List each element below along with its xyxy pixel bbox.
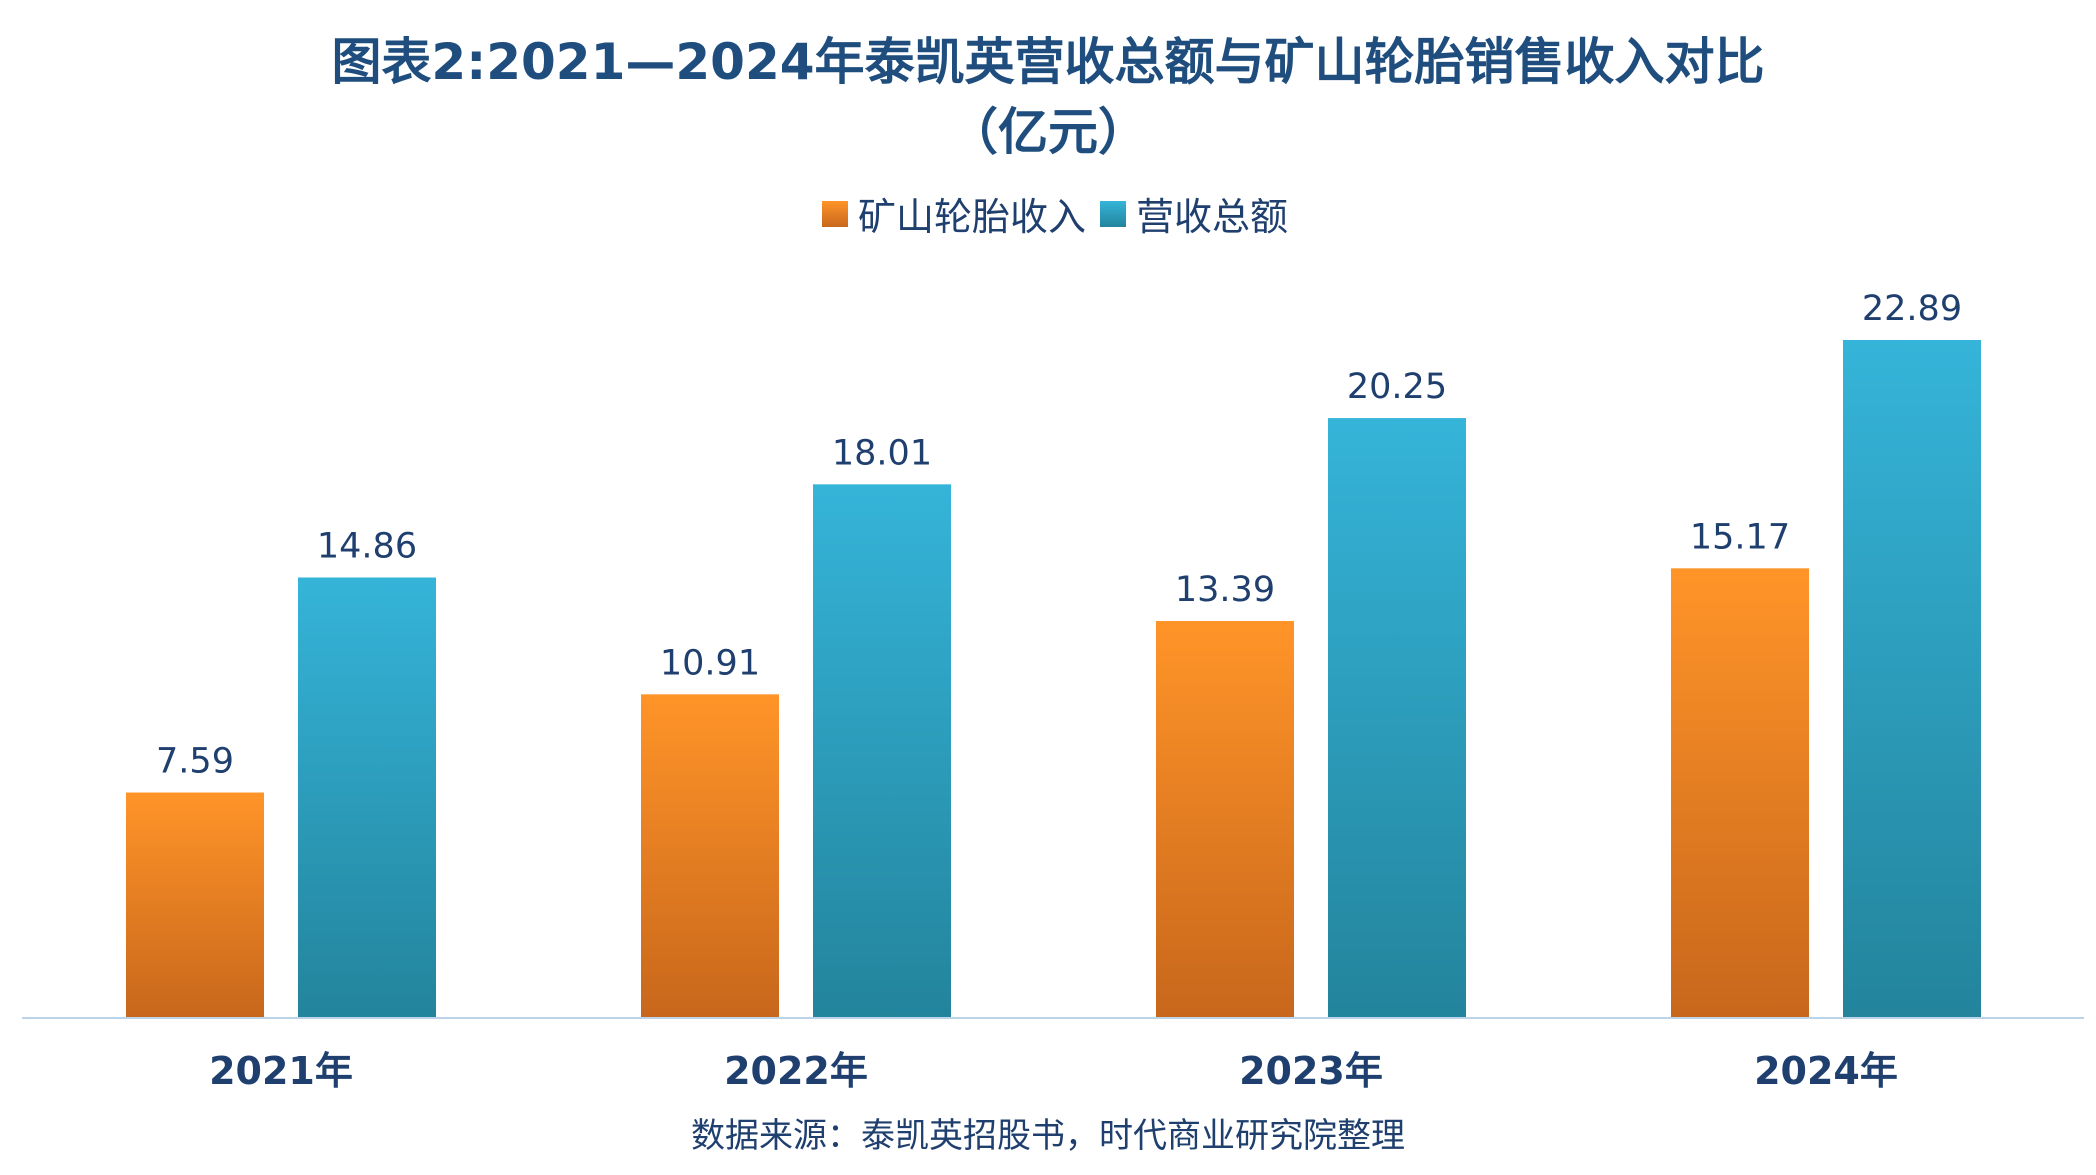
source-note: 数据来源：泰凯英招股书，时代商业研究院整理 xyxy=(691,1116,1405,1156)
data-label: 14.86 xyxy=(317,526,417,566)
data-label: 18.01 xyxy=(832,433,932,473)
legend-swatch-mining-tire xyxy=(821,200,848,227)
category-label: 2022年 xyxy=(724,1049,868,1093)
bar-mining-tire xyxy=(126,792,264,1017)
data-label: 10.91 xyxy=(660,643,760,683)
category-label: 2021年 xyxy=(209,1049,353,1093)
data-label: 7.59 xyxy=(156,742,234,782)
legend: 矿山轮胎收入 营收总额 xyxy=(0,186,2096,241)
bar-mining-tire xyxy=(1671,568,1809,1017)
bar-revenue xyxy=(1843,340,1981,1017)
data-label: 15.17 xyxy=(1690,517,1790,557)
category-label: 2023年 xyxy=(1239,1049,1383,1093)
bar-revenue xyxy=(298,577,436,1017)
data-label: 13.39 xyxy=(1175,570,1275,610)
legend-swatch-revenue xyxy=(1100,200,1126,227)
legend-label-revenue: 营收总额 xyxy=(1136,195,1289,239)
bar-revenue xyxy=(813,484,951,1017)
bar-mining-tire xyxy=(1156,620,1294,1017)
chart-title-unit: （亿元） xyxy=(948,103,1148,161)
legend-label-mining-tire: 矿山轮胎收入 xyxy=(857,195,1086,239)
data-label: 22.89 xyxy=(1862,289,1962,329)
bar-revenue xyxy=(1328,418,1466,1017)
data-label: 20.25 xyxy=(1347,367,1447,407)
chart-title: 图表2:2021—2024年泰凯英营收总额与矿山轮胎销售收入对比 xyxy=(331,33,1765,91)
bar-mining-tire xyxy=(641,694,779,1017)
category-label: 2024年 xyxy=(1754,1049,1898,1093)
